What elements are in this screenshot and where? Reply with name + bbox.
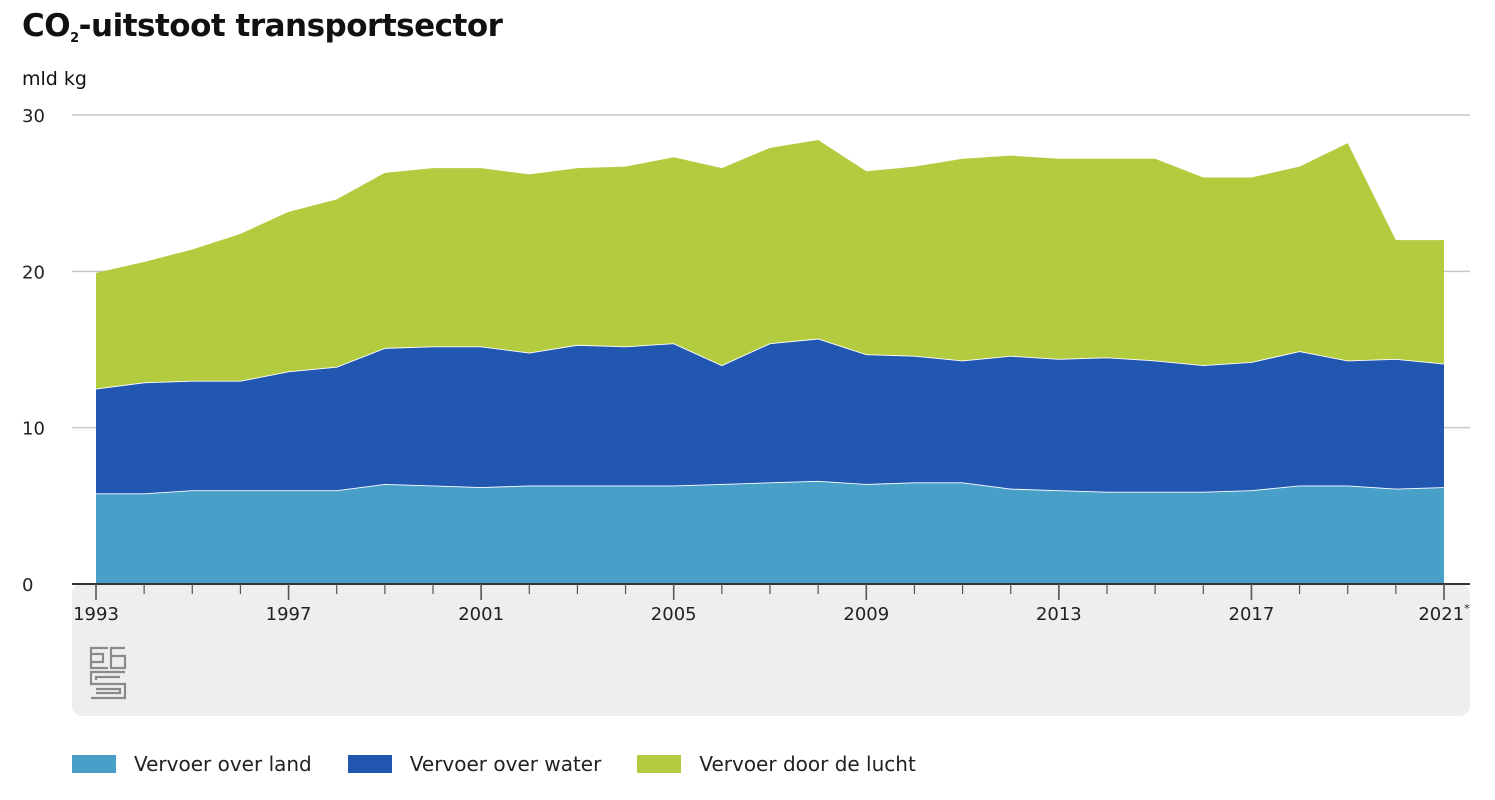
legend-label-air: Vervoer door de lucht [699, 752, 916, 776]
y-tick-label-30: 30 [22, 106, 45, 127]
area-series-group [95, 140, 1445, 584]
y-tick-label-0: 0 [22, 575, 33, 596]
x-tick-label-2021: 2021* [1418, 602, 1470, 625]
area-boundary-2 [95, 337, 1445, 390]
x-axis-tick-labels: 1993 1997 2001 2005 2009 2013 2017 2021* [73, 602, 1470, 625]
area-3 [96, 140, 1444, 389]
legend: Vervoer over land Vervoer over water Ver… [72, 752, 952, 776]
legend-swatch-water [347, 755, 392, 773]
chart-title: CO2-uitstoot transportsector [22, 8, 503, 46]
stacked-area-chart: 0 10 20 30 1993 1997 2001 2005 2009 2013 2017 2021… [22, 106, 1470, 716]
legend-swatch-land [72, 755, 116, 773]
y-tick-label-20: 20 [22, 262, 45, 283]
legend-item-land: Vervoer over land [72, 752, 312, 776]
x-tick-label-1993: 1993 [73, 604, 119, 625]
x-tick-label-2017: 2017 [1229, 604, 1275, 625]
y-axis-tick-labels: 0 10 20 30 [22, 106, 45, 596]
x-tick-label-2013: 2013 [1036, 604, 1082, 625]
x-tick-label-2005: 2005 [651, 604, 697, 625]
legend-label-water: Vervoer over water [409, 752, 602, 776]
legend-item-air: Vervoer door de lucht [637, 752, 916, 776]
legend-swatch-air [637, 755, 682, 773]
x-tick-label-1997: 1997 [266, 604, 312, 625]
x-axis [72, 583, 1470, 600]
legend-item-water: Vervoer over water [347, 752, 602, 776]
legend-label-land: Vervoer over land [134, 752, 312, 776]
cbs-logo-icon: cbs [89, 646, 127, 700]
area-1 [96, 480, 1444, 584]
x-tick-label-2001: 2001 [458, 604, 504, 625]
area-2 [96, 338, 1444, 494]
y-axis-unit-label: mld kg [22, 68, 87, 90]
y-tick-label-10: 10 [22, 419, 45, 440]
logo-panel [72, 584, 1470, 716]
x-tick-label-2009: 2009 [843, 604, 889, 625]
